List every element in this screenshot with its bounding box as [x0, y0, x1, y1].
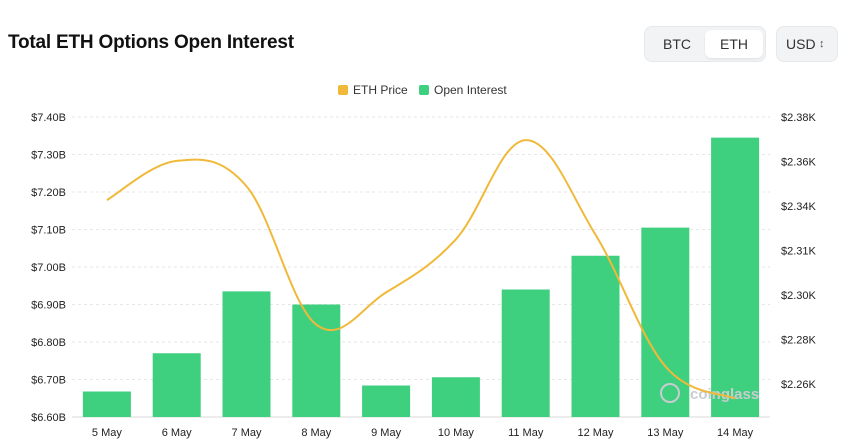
- x-tick-label: 5 May: [92, 427, 122, 439]
- watermark-text: coinglass: [690, 386, 759, 403]
- watermark-logo-icon: [660, 383, 680, 403]
- y-left-tick-label: $7.20B: [31, 187, 66, 199]
- bar-11-may: [501, 289, 550, 417]
- y-right-tick-label: $2.26K: [781, 379, 817, 391]
- legend-swatch-open-interest: [419, 85, 429, 95]
- y-left-tick-label: $6.60B: [31, 412, 66, 424]
- x-tick-label: 9 May: [371, 427, 401, 439]
- y-left-tick-label: $7.40B: [31, 112, 66, 124]
- x-tick-label: 11 May: [508, 427, 544, 439]
- bar-8-may: [292, 304, 341, 417]
- currency-value: USD: [786, 36, 816, 52]
- legend-swatch-eth-price: [338, 85, 348, 95]
- chart-title: Total ETH Options Open Interest: [8, 32, 294, 53]
- y-left-tick-label: $7.10B: [31, 225, 66, 237]
- asset-eth-button[interactable]: ETH: [705, 30, 763, 58]
- y-right-tick-label: $2.38K: [781, 112, 817, 124]
- y-right-tick-label: $2.31K: [781, 246, 817, 258]
- legend-label-open-interest: Open Interest: [434, 83, 507, 97]
- x-tick-label: 12 May: [577, 427, 614, 439]
- y-right-tick-label: $2.36K: [781, 157, 817, 169]
- x-tick-label: 7 May: [232, 427, 262, 439]
- bar-6-may: [152, 353, 201, 417]
- x-tick-label: 14 May: [717, 427, 754, 439]
- bar-9-may: [362, 385, 411, 417]
- eth-price-line: [106, 139, 736, 400]
- y-right-tick-label: $2.34K: [781, 201, 817, 213]
- currency-select[interactable]: USD ↕: [776, 26, 838, 62]
- legend-label-eth-price: ETH Price: [353, 83, 408, 97]
- y-left-tick-label: $7.30B: [31, 150, 66, 162]
- x-tick-label: 13 May: [647, 427, 684, 439]
- x-tick-label: 8 May: [301, 427, 331, 439]
- asset-toggle: BTC ETH: [644, 26, 766, 62]
- bar-10-may: [431, 377, 480, 417]
- y-left-tick-label: $6.90B: [31, 300, 66, 312]
- y-right-tick-label: $2.28K: [781, 335, 817, 347]
- x-tick-label: 10 May: [438, 427, 475, 439]
- y-left-tick-label: $6.70B: [31, 375, 66, 387]
- bar-12-may: [571, 255, 620, 417]
- bar-14-may: [711, 137, 760, 417]
- x-tick-label: 6 May: [162, 427, 192, 439]
- bar-7-may: [222, 291, 271, 417]
- y-left-tick-label: $6.80B: [31, 337, 66, 349]
- bar-13-may: [641, 227, 690, 417]
- y-right-tick-label: $2.30K: [781, 290, 817, 302]
- bar-5-may: [82, 391, 131, 417]
- chevron-updown-icon: ↕: [819, 38, 825, 50]
- asset-btc-button[interactable]: BTC: [663, 36, 691, 52]
- y-left-tick-label: $7.00B: [31, 262, 66, 274]
